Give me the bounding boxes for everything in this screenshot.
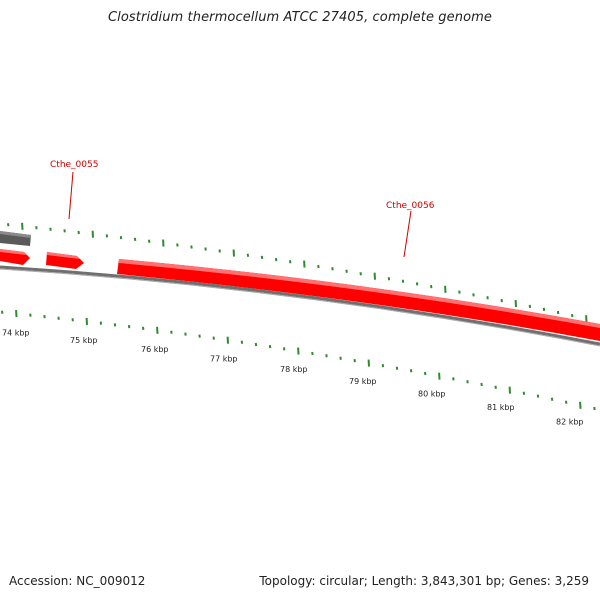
genome-summary: Topology: circular; Length: 3,843,301 bp… xyxy=(259,574,589,588)
scale-label: 74 kbp xyxy=(2,328,30,337)
cthe-0056-label-line xyxy=(403,210,412,258)
gene-cthe-0055-highlight xyxy=(47,252,80,259)
gene-fragment-left-highlight xyxy=(0,249,27,255)
gene-cthe-0056-body[interactable] xyxy=(117,259,600,341)
genome-backbone-shadow xyxy=(0,268,600,347)
lower-tick-ring xyxy=(1,310,596,411)
accession-label: Accession: NC_009012 xyxy=(9,574,146,588)
scale-label: 78 kbp xyxy=(280,365,308,374)
scale-label: 77 kbp xyxy=(210,354,238,363)
scale-label: 81 kbp xyxy=(487,403,515,412)
cthe-0055-label-line xyxy=(68,171,74,220)
scale-label: 76 kbp xyxy=(141,345,169,354)
genome-backbone xyxy=(0,265,600,346)
gene-label-cthe-0055[interactable]: Cthe_0055 xyxy=(50,160,98,170)
scale-label: 79 kbp xyxy=(349,377,377,386)
scale-label-group: 74 kbp 75 kbp 76 kbp 77 kbp 78 kbp 79 kbp 80 k… xyxy=(2,328,584,426)
scale-label: 80 kbp xyxy=(418,389,446,398)
upper-tick-ring xyxy=(7,222,588,323)
scale-label: 82 kbp xyxy=(556,418,584,427)
scale-label: 75 kbp xyxy=(70,336,98,345)
map-title: Clostridium thermocellum ATCC 27405, com… xyxy=(107,10,493,25)
gene-label-cthe-0056[interactable]: Cthe_0056 xyxy=(386,201,435,211)
gene-cthe-0056-highlight xyxy=(119,259,600,328)
neighbor-gene-grey-highlight xyxy=(0,231,31,238)
